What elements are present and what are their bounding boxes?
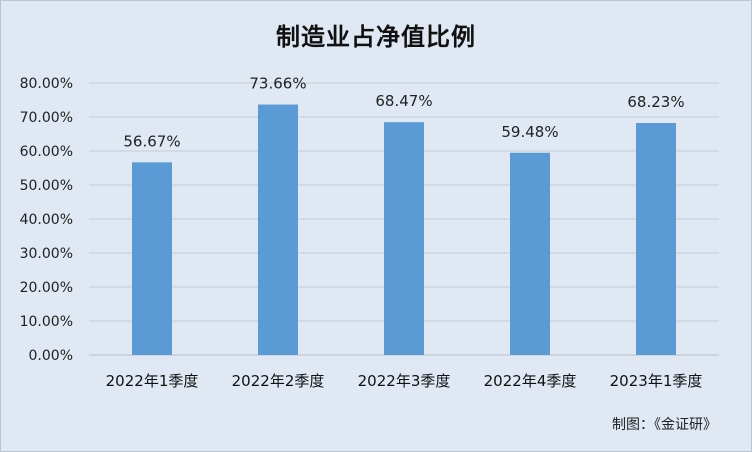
x-tick-label: 2022年2季度 [232, 372, 325, 390]
y-tick-label: 0.00% [29, 348, 73, 364]
chart-credit: 制图：《金证研》 [612, 417, 717, 433]
y-tick-label: 60.00% [20, 144, 73, 160]
x-tick-label: 2023年1季度 [610, 372, 703, 390]
y-tick-label: 80.00% [20, 76, 73, 92]
data-label: 59.48% [501, 123, 558, 141]
bar [258, 104, 298, 355]
data-label: 73.66% [249, 75, 306, 93]
x-tick-label: 2022年1季度 [106, 372, 199, 390]
y-tick-label: 10.00% [20, 314, 73, 330]
bar [384, 122, 424, 356]
y-tick-label: 30.00% [20, 246, 73, 262]
bar [132, 162, 172, 355]
y-tick-label: 40.00% [20, 212, 73, 228]
data-label: 56.67% [123, 132, 180, 150]
y-tick-label: 70.00% [20, 110, 73, 126]
data-label: 68.47% [375, 92, 432, 110]
y-tick-label: 50.00% [20, 178, 73, 194]
x-tick-label: 2022年3季度 [358, 372, 451, 390]
y-tick-label: 20.00% [20, 280, 73, 296]
data-label: 68.23% [627, 93, 684, 111]
bar [510, 152, 550, 355]
x-tick-label: 2022年4季度 [484, 372, 577, 390]
chart-title: 制造业占净值比例 [276, 23, 476, 51]
bar [636, 123, 676, 355]
